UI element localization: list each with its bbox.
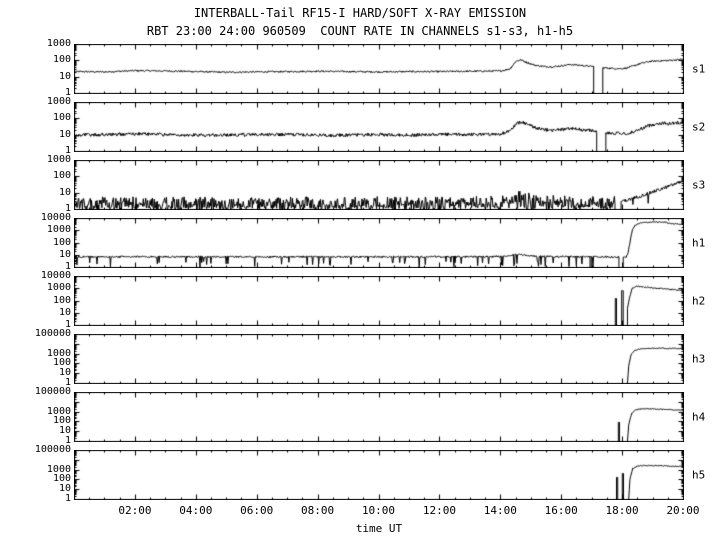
y-tick-label: 10 [58,483,71,495]
chart-title: INTERBALL-Tail RF15-I HARD/SOFT X-RAY EM… [193,6,527,20]
y-tick-label: 1000 [46,154,71,165]
y-axis-labels-h2: 10000 1000 100 10 1 [0,271,74,330]
channel-label-text: h5 [692,468,706,482]
y-tick-label: 10 [58,306,71,318]
y-tick-label: 100 [52,112,71,124]
x-tick-label: 18:00 [605,504,639,517]
x-tick-label: 10:00 [361,504,396,517]
channel-label-h2: h2 [684,276,720,326]
panel-s3: 1000 100 10 1 s3 [0,155,720,214]
channel-label-text: h4 [692,410,706,424]
chart-subtitle: RBT 23:00 24:00 960509 COUNT RATE IN CHA… [146,24,574,38]
y-tick-label: 10 [58,186,71,198]
panel-h1: 10000 1000 100 10 1 h1 [0,213,720,272]
channel-label-h4: h4 [684,392,720,442]
panel-s1: 1000 100 10 1 s1 [0,39,720,98]
plot-canvas-s2 [74,102,684,152]
y-tick-label: 1 [64,319,71,330]
y-tick-label: 100000 [34,328,71,339]
x-axis-labels: 02:00 04:00 06:00 08:00 10:00 12:00 14:00 16:00… [74,504,699,518]
plot-canvas-s3 [74,160,684,210]
y-tick-label: 1 [64,261,71,272]
plot-canvas-s1 [74,44,684,94]
x-tick-label: 12:00 [422,504,456,517]
x-tick-label: 20:00 [666,504,700,517]
plot-canvas-h3 [74,334,684,384]
panel-h3: 100000 1000 100 10 1 h3 [0,329,720,388]
channel-label-text: s3 [692,178,706,192]
panel-s2: 1000 100 10 1 s2 [0,97,720,156]
x-tick-label: 16:00 [544,504,578,517]
y-tick-label: 100 [52,473,71,485]
y-tick-label: 10 [58,128,71,140]
y-axis-labels-s3: 1000 100 10 1 [0,155,74,214]
plot-canvas-h4 [74,392,684,442]
x-tick-label: 06:00 [240,504,274,517]
panel-h5: 100000 1000 100 10 1 h5 [0,445,720,504]
channel-label-text: h1 [692,236,706,250]
y-axis-labels-h4: 100000 1000 100 10 1 [0,387,74,446]
y-tick-label: 1 [64,435,71,446]
y-tick-label: 1 [64,493,71,504]
y-tick-label: 1000 [46,224,71,236]
y-tick-label: 1000 [46,282,71,294]
y-axis-labels-s1: 1000 100 10 1 [0,39,74,98]
y-tick-label: 1 [64,87,71,98]
channel-label-h1: h1 [684,218,720,268]
channel-label-text: h2 [692,294,706,308]
y-axis-labels-h5: 100000 1000 100 10 1 [0,445,74,504]
y-tick-label: 100 [52,415,71,427]
x-axis-title: time UT [355,522,403,535]
y-tick-label: 10 [58,425,71,437]
channel-label-h5: h5 [684,450,720,500]
channel-label-s2: s2 [684,102,720,152]
y-tick-label: 100 [52,236,71,248]
channel-label-s1: s1 [684,44,720,94]
x-tick-label: 14:00 [483,504,517,517]
y-tick-label: 10000 [40,270,71,281]
y-tick-label: 10 [58,248,71,260]
panels-container: 1000 100 10 1 s1 1000 100 10 1 s2 1000 100 10 1 s3 1000… [0,39,720,508]
y-tick-label: 100 [52,294,71,306]
y-tick-label: 1 [64,203,71,214]
channel-label-text: s2 [692,120,706,134]
y-axis-labels-s2: 1000 100 10 1 [0,97,74,156]
plot-canvas-h5 [74,450,684,500]
panel-h4: 100000 1000 100 10 1 h4 [0,387,720,446]
x-tick-label: 08:00 [301,504,335,517]
y-tick-label: 10000 [40,212,71,223]
y-tick-label: 10 [58,367,71,379]
y-tick-label: 10 [58,70,71,82]
panel-h2: 10000 1000 100 10 1 h2 [0,271,720,330]
channel-label-text: h3 [692,352,706,366]
y-axis-labels-h3: 100000 1000 100 10 1 [0,329,74,388]
y-tick-label: 1 [64,377,71,388]
x-tick-label: 02:00 [118,504,152,517]
y-tick-label: 1 [64,145,71,156]
y-tick-label: 100 [52,170,71,182]
y-tick-label: 1000 [46,38,71,49]
y-tick-label: 1000 [46,347,71,359]
y-tick-label: 1000 [46,405,71,417]
y-tick-label: 100 [52,357,71,369]
channel-label-h3: h3 [684,334,720,384]
y-tick-label: 100000 [34,444,71,455]
channel-label-s3: s3 [684,160,720,210]
channel-label-text: s1 [692,62,706,76]
plot-canvas-h1 [74,218,684,268]
y-tick-label: 100 [52,54,71,66]
plot-canvas-h2 [74,276,684,326]
y-tick-label: 100000 [34,386,71,397]
x-tick-label: 04:00 [179,504,213,517]
y-axis-labels-h1: 10000 1000 100 10 1 [0,213,74,272]
y-tick-label: 1000 [46,463,71,475]
y-tick-label: 1000 [46,96,71,107]
